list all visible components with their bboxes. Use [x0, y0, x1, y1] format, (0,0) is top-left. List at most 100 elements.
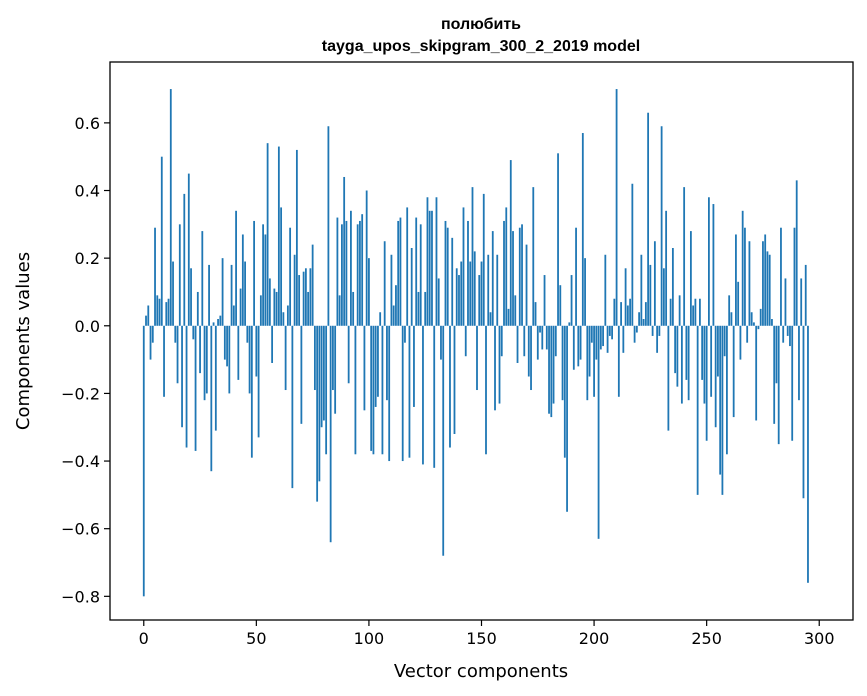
- bar-271: [753, 322, 755, 326]
- bar-199: [590, 325, 593, 343]
- plot-frame: [109, 61, 854, 621]
- bar-278: [768, 254, 771, 326]
- bar-279: [771, 319, 773, 326]
- bar-194: [579, 325, 582, 360]
- bar-219: [635, 325, 638, 333]
- bar-154: [489, 312, 492, 326]
- bar-43: [239, 288, 242, 326]
- bar-57: [271, 325, 274, 363]
- bar-176: [539, 325, 541, 333]
- bar-180: [548, 325, 550, 414]
- bar-188: [566, 325, 568, 512]
- bar-229: [658, 325, 661, 336]
- bar-162: [507, 308, 510, 326]
- bar-238: [678, 295, 681, 326]
- bar-166: [516, 325, 519, 363]
- bar-102: [372, 325, 375, 455]
- bar-192: [575, 227, 577, 326]
- bar-16: [178, 224, 181, 326]
- bar-68: [295, 149, 298, 326]
- bar-283: [780, 227, 782, 326]
- bar-9: [163, 325, 165, 397]
- bar-263: [735, 234, 737, 326]
- x-tick-label: 300: [804, 629, 835, 648]
- bar-187: [563, 325, 566, 458]
- bar-153: [487, 254, 490, 326]
- bar-163: [509, 160, 512, 326]
- bar-99: [365, 190, 368, 326]
- bar-182: [552, 325, 555, 404]
- bar-170: [525, 244, 528, 326]
- bar-130: [435, 197, 438, 326]
- bar-92: [350, 210, 352, 326]
- bar-209: [613, 298, 616, 326]
- bar-8: [160, 156, 163, 326]
- bar-193: [577, 325, 580, 367]
- bar-146: [471, 187, 474, 326]
- bar-75: [311, 244, 314, 326]
- x-tick-label: 0: [139, 629, 149, 648]
- bar-27: [203, 325, 206, 401]
- bar-49: [253, 220, 255, 326]
- bar-142: [462, 207, 465, 326]
- bar-201: [595, 325, 598, 360]
- bar-250: [705, 325, 708, 441]
- bar-230: [660, 126, 663, 326]
- bar-243: [689, 231, 692, 326]
- bar-50: [255, 325, 258, 377]
- bar-69: [298, 275, 301, 326]
- bar-287: [789, 325, 791, 347]
- bar-37: [226, 325, 228, 367]
- bar-53: [262, 224, 264, 326]
- bar-59: [275, 291, 278, 326]
- bar-247: [699, 298, 701, 326]
- bar-204: [602, 325, 604, 347]
- bar-7: [158, 298, 161, 326]
- x-tick-label: 50: [246, 629, 266, 648]
- bar-285: [784, 278, 787, 326]
- bar-165: [514, 295, 517, 326]
- bar-259: [726, 325, 728, 455]
- bar-123: [419, 224, 422, 326]
- bar-36: [223, 325, 226, 360]
- bar-116: [404, 325, 406, 343]
- x-tick-label: 150: [466, 629, 497, 648]
- bar-260: [728, 295, 731, 326]
- bar-266: [741, 210, 744, 326]
- bar-211: [617, 325, 620, 397]
- bar-96: [359, 220, 361, 326]
- bar-25: [199, 325, 201, 374]
- bar-131: [437, 278, 440, 326]
- bar-191: [572, 325, 575, 370]
- bar-11: [167, 298, 170, 326]
- bar-151: [482, 193, 485, 326]
- bar-138: [453, 325, 456, 434]
- bar-281: [775, 325, 778, 384]
- bar-258: [723, 325, 726, 357]
- bar-245: [694, 298, 697, 326]
- bar-32: [214, 325, 217, 431]
- bar-119: [410, 248, 413, 326]
- bar-178: [543, 275, 546, 326]
- bar-52: [259, 295, 262, 326]
- bar-40: [232, 305, 235, 326]
- bar-106: [381, 325, 384, 455]
- bar-90: [345, 220, 348, 326]
- bar-125: [424, 291, 427, 326]
- bar-18: [183, 193, 186, 326]
- bar-95: [356, 224, 359, 326]
- bar-0: [142, 325, 145, 597]
- bar-85: [334, 325, 337, 414]
- bar-291: [798, 325, 800, 401]
- bar-197: [586, 325, 589, 401]
- bar-203: [599, 325, 602, 350]
- bar-242: [687, 325, 690, 401]
- bar-103: [374, 325, 377, 407]
- bar-65: [289, 227, 292, 326]
- bar-109: [388, 325, 391, 462]
- bar-168: [521, 224, 523, 326]
- bar-145: [469, 261, 472, 326]
- y-tick-label: −0.8: [61, 587, 100, 606]
- bar-41: [235, 210, 237, 326]
- bar-276: [764, 234, 767, 326]
